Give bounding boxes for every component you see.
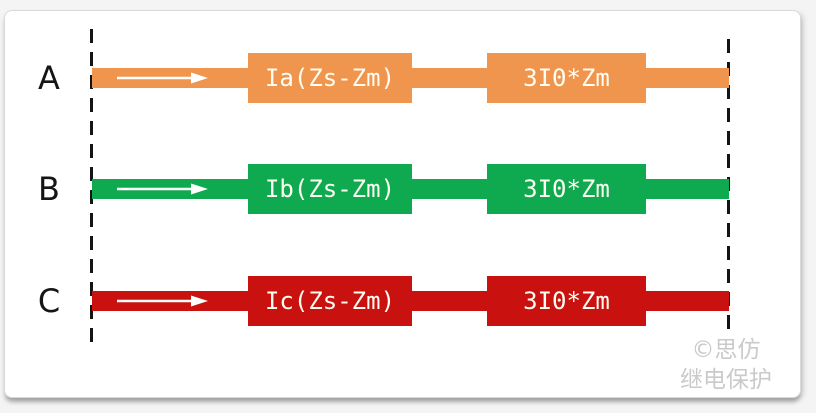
impedance-block-mutual: 3I0*Zm bbox=[487, 276, 646, 326]
phase-row-b: B Ib(Zs-Zm) 3I0*Zm bbox=[5, 164, 816, 214]
phase-row-c: C Ic(Zs-Zm) 3I0*Zm bbox=[5, 276, 816, 326]
impedance-block-label: Ic(Zs-Zm) bbox=[264, 287, 396, 315]
impedance-block-label: 3I0*Zm bbox=[523, 64, 610, 92]
impedance-block-label: 3I0*Zm bbox=[523, 287, 610, 315]
diagram-card: A Ia(Zs-Zm) 3I0*Zm B Ib(Zs-Zm) bbox=[4, 10, 801, 398]
left-boundary-dashed-line bbox=[90, 29, 93, 351]
phase-label: B bbox=[38, 170, 60, 208]
impedance-block-mutual: 3I0*Zm bbox=[487, 164, 646, 214]
current-direction-arrow-icon bbox=[117, 295, 208, 307]
watermark-line2: 继电保护 bbox=[680, 367, 772, 393]
impedance-block-self: Ib(Zs-Zm) bbox=[248, 164, 412, 214]
phase-label: A bbox=[38, 59, 60, 97]
impedance-block-mutual: 3I0*Zm bbox=[487, 53, 646, 103]
current-direction-arrow-icon bbox=[117, 72, 208, 84]
phase-row-a: A Ia(Zs-Zm) 3I0*Zm bbox=[5, 53, 816, 103]
phase-label: C bbox=[37, 282, 61, 320]
impedance-block-label: Ia(Zs-Zm) bbox=[264, 64, 396, 92]
impedance-block-label: Ib(Zs-Zm) bbox=[264, 175, 396, 203]
watermark-line1: ©思仿 bbox=[691, 337, 761, 363]
impedance-block-label: 3I0*Zm bbox=[523, 175, 610, 203]
impedance-block-self: Ic(Zs-Zm) bbox=[248, 276, 412, 326]
current-direction-arrow-icon bbox=[117, 183, 208, 195]
watermark: ©思仿 继电保护 bbox=[651, 335, 801, 395]
impedance-block-self: Ia(Zs-Zm) bbox=[248, 53, 412, 103]
